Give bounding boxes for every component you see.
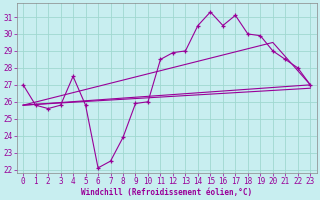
X-axis label: Windchill (Refroidissement éolien,°C): Windchill (Refroidissement éolien,°C): [81, 188, 252, 197]
